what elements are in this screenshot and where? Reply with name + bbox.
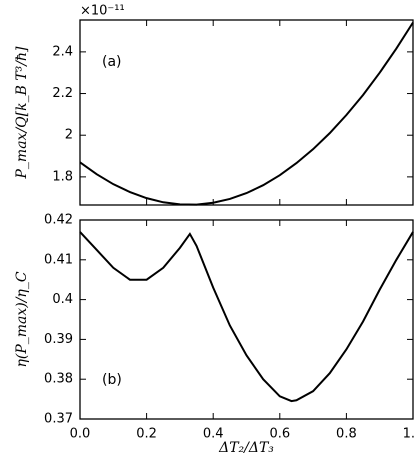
- x-tick-label: 0.6: [269, 427, 290, 442]
- x-tick-label: 0.8: [336, 427, 357, 442]
- curve: [79, 21, 414, 206]
- x-tick-label: 1.0: [403, 427, 415, 442]
- offset-label: ×10⁻¹¹: [80, 4, 125, 19]
- y-tick-label: 0.42: [44, 213, 73, 228]
- axes-frame: [79, 219, 414, 420]
- y-tick-label: 0.39: [44, 332, 73, 347]
- y-axis-label: η(P_max)/η_C: [14, 271, 30, 367]
- y-tick-label: 0.4: [52, 292, 73, 307]
- y-tick-label: 0.37: [44, 412, 73, 427]
- y-tick-label: 2.2: [52, 86, 73, 101]
- x-tick-label: 0.2: [136, 427, 157, 442]
- y-tick-label: 1.8: [52, 169, 73, 184]
- y-tick-label: 2: [65, 128, 73, 143]
- x-tick-label: 0.0: [70, 427, 91, 442]
- curve: [79, 231, 414, 403]
- axes-frame: [79, 19, 414, 206]
- y-tick-label: 0.41: [44, 252, 73, 267]
- panel-label: (a): [102, 54, 122, 70]
- y-tick-label: 0.38: [44, 372, 73, 387]
- panel-label: (b): [102, 372, 122, 388]
- x-tick-label: 0.4: [203, 427, 224, 442]
- y-axis-label: P_max/Q[k_B T³/ħ]: [14, 46, 30, 179]
- y-tick-label: 2.4: [52, 44, 73, 59]
- x-axis-label: ΔT₂/ΔT₃: [218, 440, 274, 456]
